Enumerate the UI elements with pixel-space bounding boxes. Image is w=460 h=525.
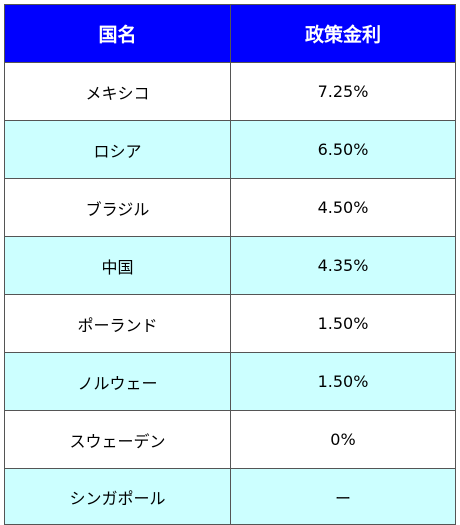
country-cell: 中国 bbox=[4, 236, 231, 295]
rate-cell: 4.35% bbox=[230, 236, 456, 295]
country-cell: スウェーデン bbox=[4, 410, 231, 469]
table-header-row: 国名 政策金利 bbox=[4, 4, 456, 63]
rate-cell: 1.50% bbox=[230, 352, 456, 411]
table-row: スウェーデン 0% bbox=[4, 410, 456, 469]
table-row: シンガポール ー bbox=[4, 468, 456, 525]
table-row: ポーランド 1.50% bbox=[4, 294, 456, 353]
table-row: ロシア 6.50% bbox=[4, 120, 456, 179]
policy-rate-table: 国名 政策金利 メキシコ 7.25% ロシア 6.50% ブラジル 4.50% … bbox=[4, 4, 456, 525]
country-cell: ロシア bbox=[4, 120, 231, 179]
table-row: メキシコ 7.25% bbox=[4, 62, 456, 121]
rate-cell: 4.50% bbox=[230, 178, 456, 237]
header-policy-rate: 政策金利 bbox=[230, 4, 456, 63]
country-cell: メキシコ bbox=[4, 62, 231, 121]
country-cell: ノルウェー bbox=[4, 352, 231, 411]
rate-cell: 1.50% bbox=[230, 294, 456, 353]
rate-cell: 7.25% bbox=[230, 62, 456, 121]
rate-cell: 0% bbox=[230, 410, 456, 469]
rate-cell: 6.50% bbox=[230, 120, 456, 179]
policy-rate-table-container: 国名 政策金利 メキシコ 7.25% ロシア 6.50% ブラジル 4.50% … bbox=[4, 4, 456, 525]
country-cell: シンガポール bbox=[4, 468, 231, 525]
table-row: ノルウェー 1.50% bbox=[4, 352, 456, 411]
table-row: 中国 4.35% bbox=[4, 236, 456, 295]
table-row: ブラジル 4.50% bbox=[4, 178, 456, 237]
country-cell: ブラジル bbox=[4, 178, 231, 237]
rate-cell: ー bbox=[230, 468, 456, 525]
header-country: 国名 bbox=[4, 4, 231, 63]
country-cell: ポーランド bbox=[4, 294, 231, 353]
